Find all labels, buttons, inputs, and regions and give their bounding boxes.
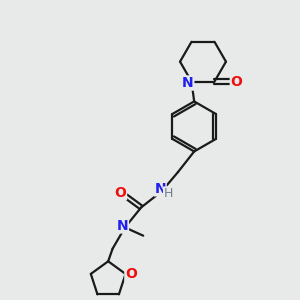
- Text: H: H: [164, 187, 173, 200]
- Text: O: O: [230, 75, 242, 88]
- Text: O: O: [125, 267, 137, 281]
- Text: N: N: [117, 219, 128, 233]
- Text: O: O: [115, 186, 127, 200]
- Text: N: N: [154, 182, 166, 196]
- Text: N: N: [182, 76, 194, 90]
